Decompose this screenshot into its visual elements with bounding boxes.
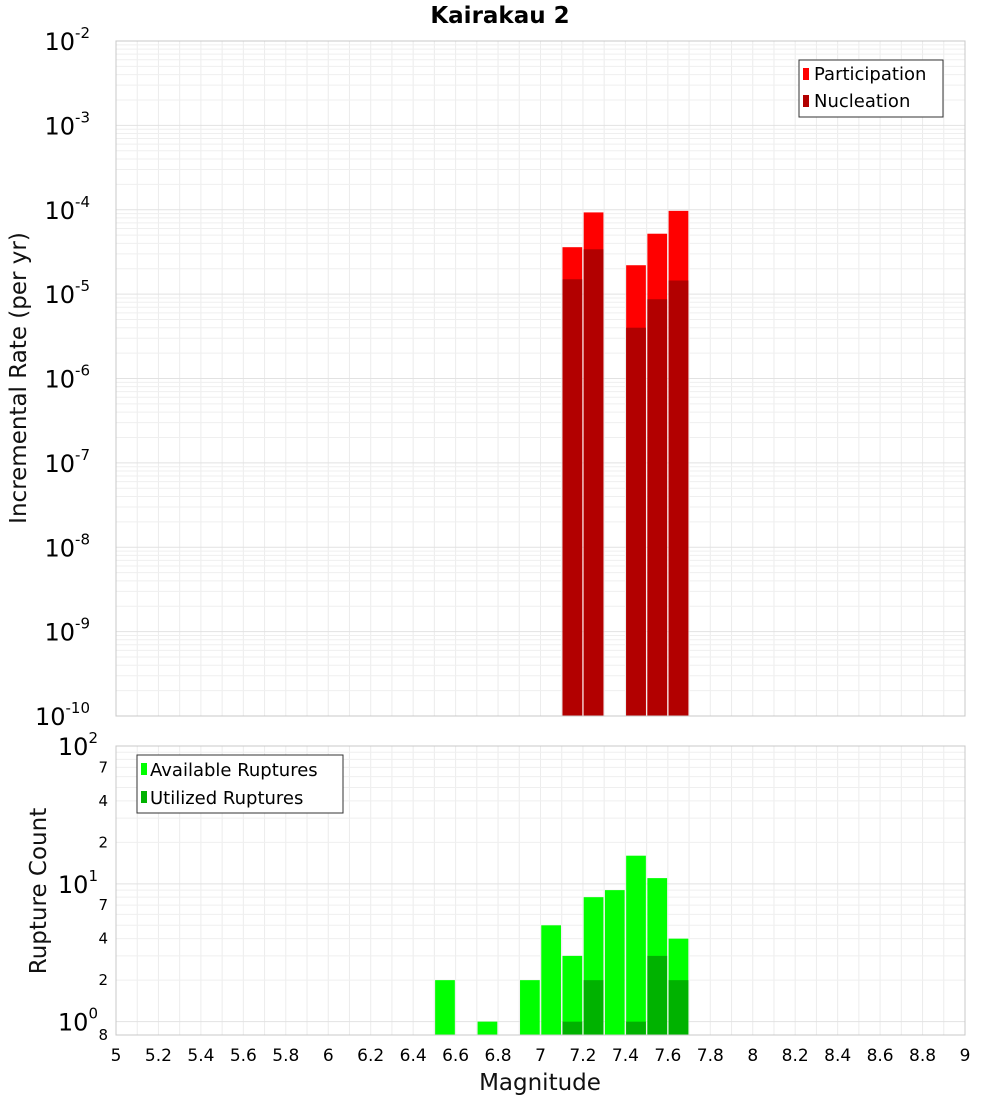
legend-label-available: Available Ruptures xyxy=(150,760,318,781)
legend-swatch-nucleation xyxy=(803,95,809,107)
x-tick-label: 6.8 xyxy=(485,1046,512,1066)
x-tick-label: 6.4 xyxy=(400,1046,427,1066)
legend-swatch-utilized xyxy=(141,791,147,803)
x-axis-label: Magnitude xyxy=(479,1070,601,1096)
bar-available-ruptures xyxy=(477,1021,498,1035)
x-tick-label: 8 xyxy=(747,1046,758,1066)
x-tick-label: 5.4 xyxy=(187,1046,214,1066)
x-tick-label: 8.4 xyxy=(824,1046,851,1066)
legend-label-utilized: Utilized Ruptures xyxy=(150,788,303,809)
bottom-legend-box xyxy=(136,754,344,814)
top-y-tick-label: 10-4 xyxy=(44,193,90,225)
top-bars xyxy=(562,210,689,717)
top-y-tick-label: 10-5 xyxy=(44,277,90,309)
bottom-plot-border xyxy=(115,745,966,1036)
top-legend: Participation Nucleation xyxy=(798,59,944,118)
bar-nucleation xyxy=(626,327,646,716)
bar-available-ruptures xyxy=(541,925,561,1035)
bar-available-ruptures xyxy=(604,890,625,1035)
x-tick-label: 8.6 xyxy=(867,1046,894,1066)
bottom-y-minor-tick-label: 2 xyxy=(98,971,108,989)
bottom-y-major-tick-label: 101 xyxy=(58,867,98,899)
top-y-tick-label: 10-2 xyxy=(44,24,90,56)
bar-available-ruptures xyxy=(562,955,583,1035)
bar-nucleation xyxy=(647,299,668,716)
x-tick-label: 7.4 xyxy=(612,1046,639,1066)
x-tick-label: 8.8 xyxy=(909,1046,936,1066)
x-tick-label: 5.6 xyxy=(230,1046,257,1066)
bottom-legend: Available Ruptures Utilized Ruptures xyxy=(136,754,344,814)
x-tick-label: 5 xyxy=(111,1046,122,1066)
bar-utilized-ruptures xyxy=(647,955,668,1035)
x-tick-label: 6.2 xyxy=(357,1046,384,1066)
bar-available-ruptures xyxy=(435,980,455,1035)
x-tick-labels: 5 5.2 5.4 5.6 5.8 6 6.2 6.4 6.6 6.8 7 7.2 7.4 7.6 7.8 8… xyxy=(111,1046,971,1066)
top-y-tick-label: 10-7 xyxy=(44,446,90,478)
bar-available-ruptures xyxy=(626,855,646,1035)
bottom-y-minor-tick-label: 7 xyxy=(98,896,108,914)
top-y-axis-label: Incremental Rate (per yr) xyxy=(6,232,32,524)
bottom-y-tick-labels: 100 101 102 8 2 4 7 2 4 7 xyxy=(58,729,108,1044)
bottom-y-minor-tick-label: 4 xyxy=(98,792,108,810)
x-tick-label: 7.2 xyxy=(569,1046,596,1066)
bar-nucleation xyxy=(562,279,583,716)
top-plot-border xyxy=(115,40,966,717)
x-tick-label: 5.2 xyxy=(145,1046,172,1066)
chart-title: Kairakau 2 xyxy=(430,3,569,29)
x-tick-label: 6.6 xyxy=(442,1046,469,1066)
x-tick-label: 7 xyxy=(535,1046,546,1066)
x-tick-label: 5.8 xyxy=(272,1046,299,1066)
bar-utilized-ruptures xyxy=(668,980,689,1035)
bottom-y-minor-tick-label: 8 xyxy=(98,1026,108,1044)
top-y-tick-label: 10-6 xyxy=(44,362,90,394)
x-tick-label: 6 xyxy=(323,1046,334,1066)
legend-swatch-participation xyxy=(803,68,809,80)
legend-swatch-available xyxy=(141,763,147,775)
bar-nucleation xyxy=(583,249,604,716)
bottom-bars xyxy=(435,855,689,1035)
bottom-y-minor-tick-label: 2 xyxy=(98,833,108,851)
top-y-tick-label: 10-10 xyxy=(35,699,90,731)
legend-label-participation: Participation xyxy=(814,64,926,85)
bottom-y-axis-label: Rupture Count xyxy=(26,808,52,974)
bar-utilized-ruptures xyxy=(562,1021,583,1035)
bottom-y-major-tick-label: 100 xyxy=(58,1005,98,1037)
top-y-tick-label: 10-9 xyxy=(44,615,90,647)
bar-nucleation xyxy=(668,280,689,716)
bar-utilized-ruptures xyxy=(626,1021,646,1035)
bar-available-ruptures xyxy=(520,980,540,1035)
bottom-y-major-tick-label: 102 xyxy=(58,729,98,761)
bar-utilized-ruptures xyxy=(583,980,604,1035)
x-tick-label: 7.8 xyxy=(697,1046,724,1066)
x-tick-label: 7.6 xyxy=(654,1046,681,1066)
top-y-tick-label: 10-3 xyxy=(44,108,90,140)
top-legend-box xyxy=(798,59,944,118)
bottom-y-minor-tick-label: 4 xyxy=(98,930,108,948)
bottom-y-minor-tick-label: 7 xyxy=(98,758,108,776)
x-tick-label: 8.2 xyxy=(782,1046,809,1066)
x-tick-label: 9 xyxy=(960,1046,971,1066)
top-y-tick-label: 10-8 xyxy=(44,530,90,562)
top-grid xyxy=(115,41,966,717)
legend-label-nucleation: Nucleation xyxy=(814,91,910,112)
top-y-tick-labels: 10-10 10-9 10-8 10-7 10-6 10-5 10-4 10-3 10-2 xyxy=(35,24,90,731)
